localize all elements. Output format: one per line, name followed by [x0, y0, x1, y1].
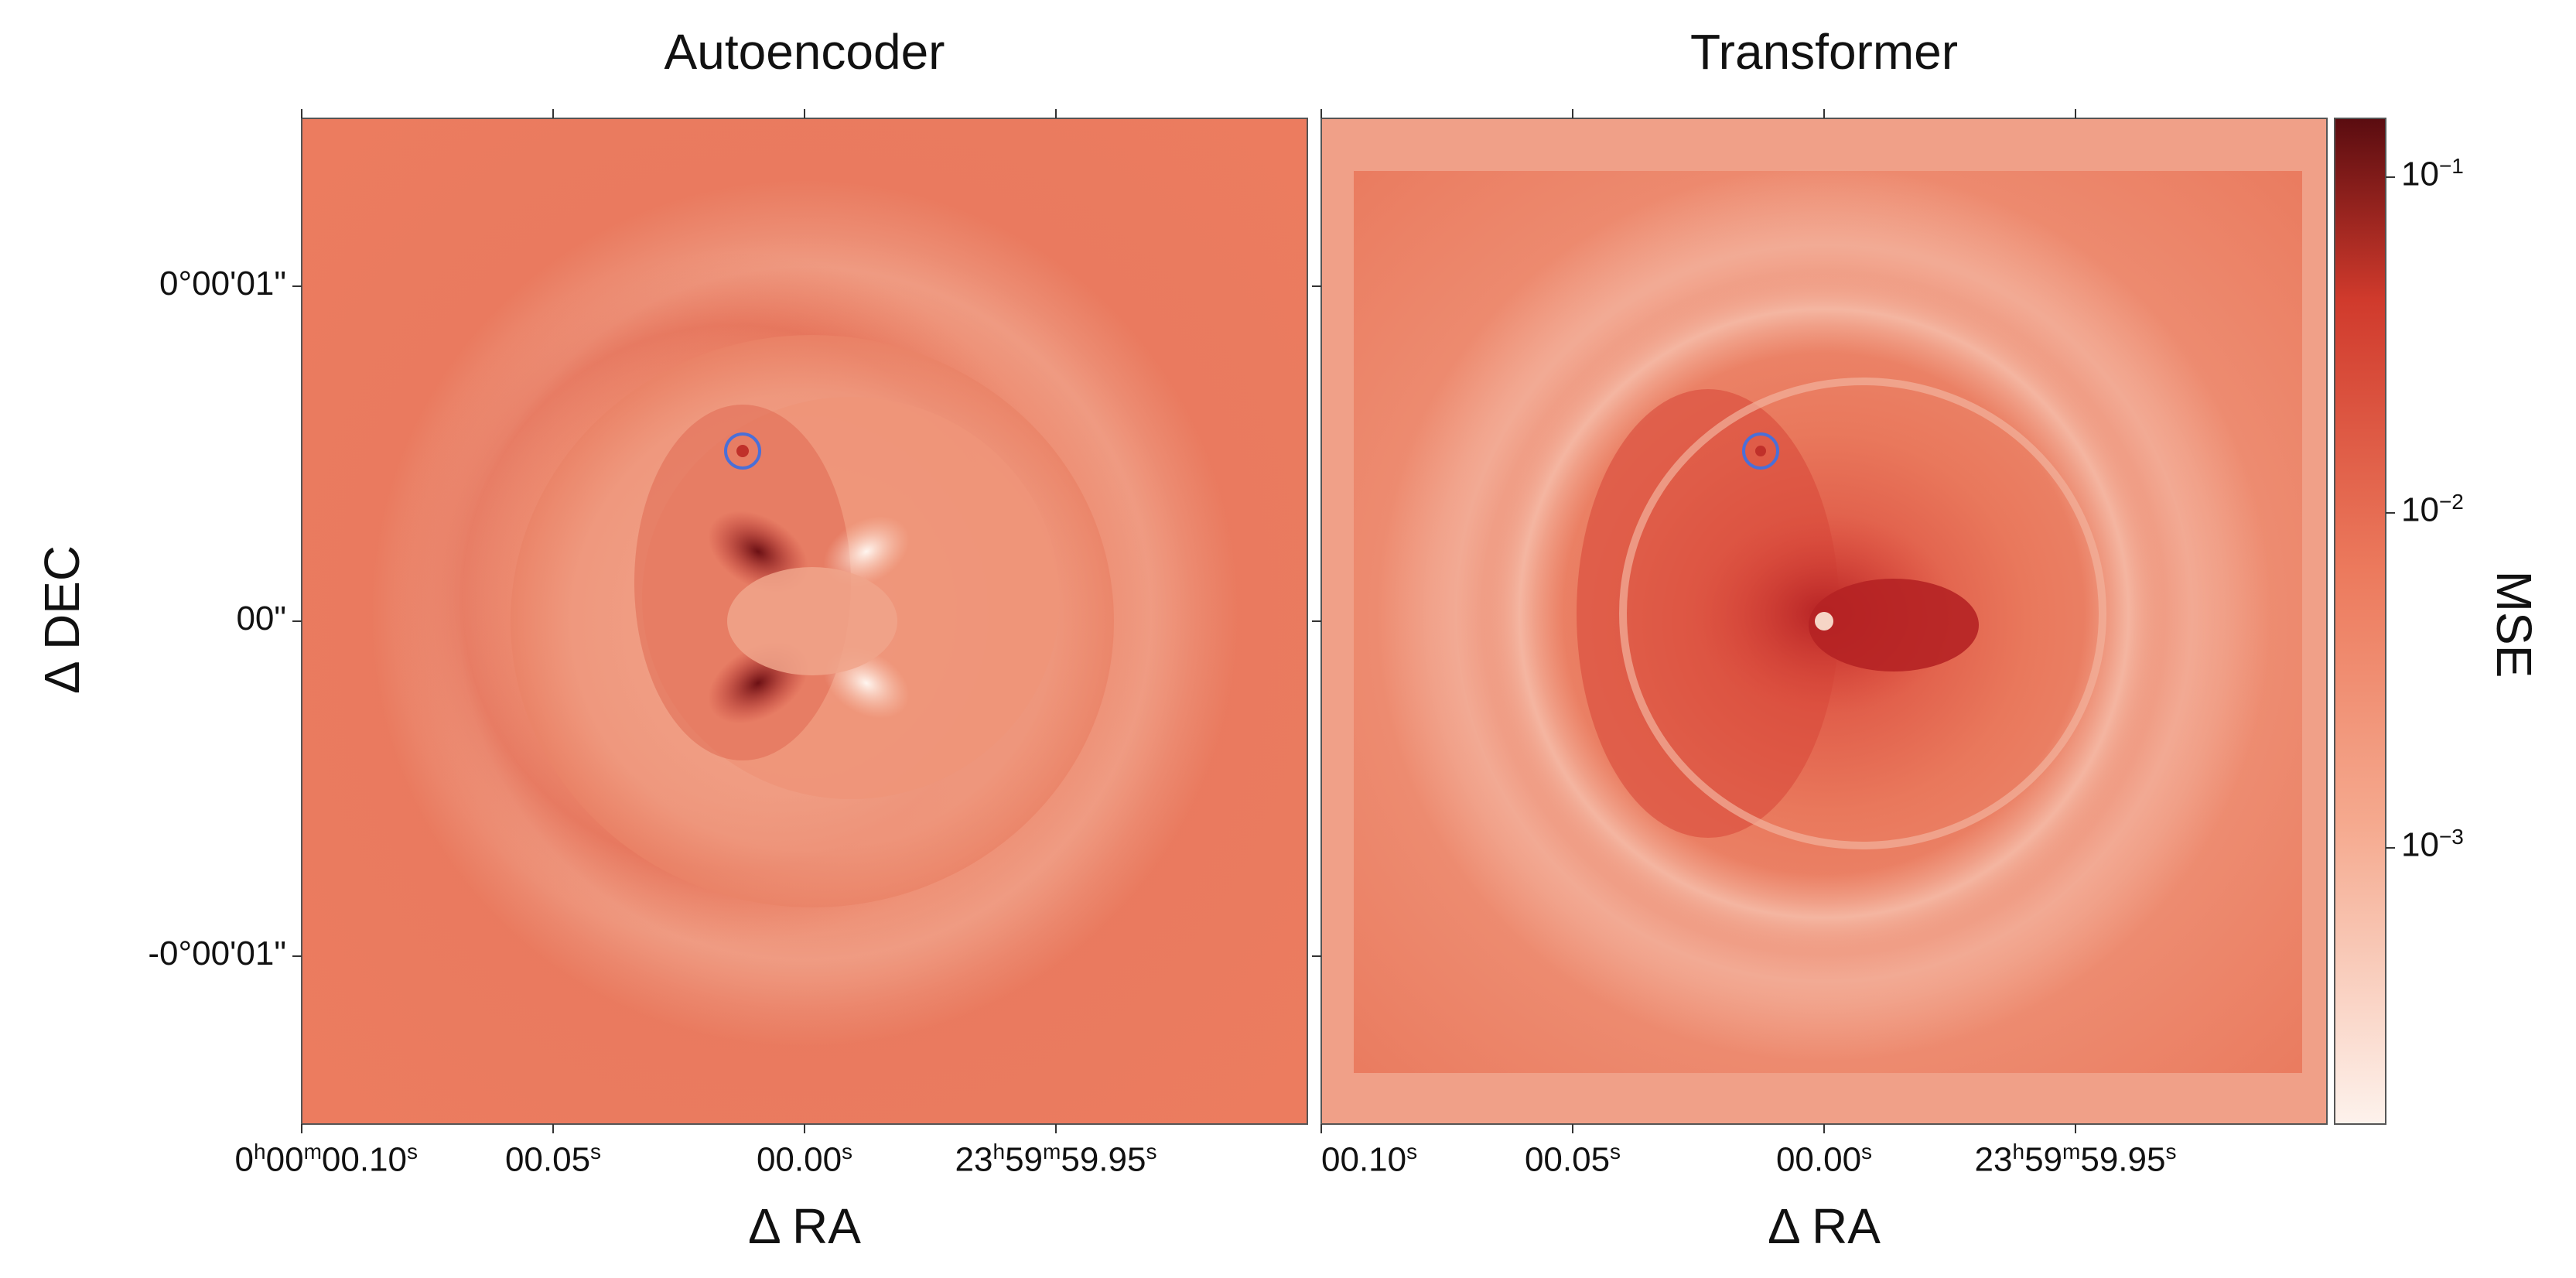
x-tick-mark	[1572, 1124, 1573, 1133]
x-tick-label: 0h00m00.10s	[234, 1140, 418, 1179]
y-tick-mark	[292, 955, 302, 958]
x-tick-mark	[552, 1124, 554, 1133]
colorbar-tick-mark	[2386, 176, 2395, 179]
right-x-axis-label: Δ RA	[1768, 1198, 1881, 1254]
left-panel-title: Autoencoder	[664, 24, 945, 80]
x-tick-mark-top	[1572, 109, 1573, 118]
y-tick-mark-right	[1312, 955, 1321, 958]
colorbar	[2334, 118, 2386, 1125]
y-tick-label: 0°00'01"	[159, 264, 286, 302]
y-tick-mark-right	[1312, 285, 1321, 287]
x-tick-mark-top	[1055, 109, 1057, 118]
x-tick-mark-top	[1823, 109, 1825, 118]
y-tick-mark-right	[1312, 620, 1321, 622]
x-tick-label: 00.00s	[1775, 1140, 1873, 1179]
left-x-axis-label: Δ RA	[748, 1198, 861, 1254]
x-tick-label: 23h59m59.95s	[1974, 1140, 2177, 1179]
x-tick-label: 00.10s	[1321, 1140, 1418, 1179]
x-tick-mark	[1055, 1124, 1057, 1133]
colorbar-tick-label: 10−3	[2401, 824, 2464, 864]
y-tick-label: -0°00'01"	[148, 935, 286, 973]
x-tick-mark-top	[2075, 109, 2076, 118]
x-tick-mark-top	[804, 109, 805, 118]
colorbar-tick-mark	[2386, 846, 2395, 849]
x-tick-mark	[1320, 1124, 1322, 1133]
y-tick-label: 00"	[236, 600, 286, 637]
left-marker-circle	[724, 432, 761, 470]
colorbar-tick-mark	[2386, 511, 2395, 514]
x-tick-mark	[804, 1124, 805, 1133]
x-tick-label: 00.05s	[1524, 1140, 1621, 1179]
x-tick-mark	[2075, 1124, 2076, 1133]
x-tick-mark	[301, 1124, 302, 1133]
x-tick-label: 23h59m59.95s	[955, 1140, 1157, 1179]
x-tick-label: 00.05s	[504, 1140, 602, 1179]
y-axis-label: Δ DEC	[34, 545, 90, 694]
colorbar-tick-label: 10−1	[2401, 154, 2464, 193]
right-panel-title: Transformer	[1689, 24, 1959, 80]
right-marker-circle	[1742, 432, 1779, 470]
colorbar-label: MSE	[2486, 570, 2542, 678]
y-tick-mark	[292, 620, 302, 622]
colorbar-tick-label: 10−2	[2401, 489, 2464, 529]
x-tick-mark	[1823, 1124, 1825, 1133]
left-heatmap	[301, 118, 1308, 1125]
y-tick-mark	[292, 285, 302, 287]
x-tick-mark-top	[552, 109, 554, 118]
x-tick-mark-top	[1320, 109, 1322, 118]
x-tick-label: 00.00s	[756, 1140, 853, 1179]
x-tick-mark-top	[301, 109, 302, 118]
right-heatmap	[1321, 118, 2327, 1124]
